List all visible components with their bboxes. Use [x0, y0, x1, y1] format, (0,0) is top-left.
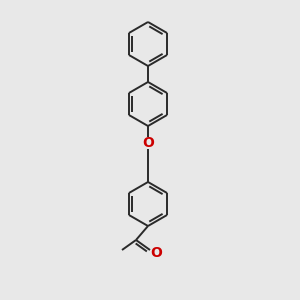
Text: O: O — [150, 246, 162, 260]
Text: O: O — [142, 136, 154, 150]
